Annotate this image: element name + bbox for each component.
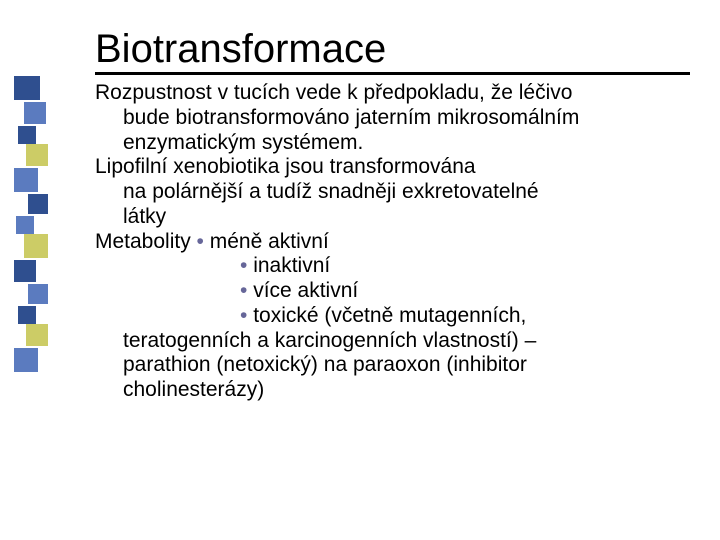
decor-square [14, 260, 36, 282]
bullet-line: • inaktivní [95, 254, 690, 279]
slide-content: Biotransformace Rozpustnost v tucích ved… [95, 28, 690, 403]
decor-square [14, 168, 38, 192]
para-line: teratogenních a karcinogenních vlastnost… [95, 329, 690, 354]
decorative-squares [14, 76, 56, 376]
para-line: enzymatickým systémem. [95, 131, 690, 156]
decor-square [24, 102, 46, 124]
decor-square [28, 284, 48, 304]
metabolity-label: Metabolity [95, 230, 197, 253]
bullet-text: toxické (včetně mutagenních, [247, 304, 526, 327]
bullet-text: inaktivní [247, 254, 330, 277]
para-line: cholinesterázy) [95, 378, 690, 403]
para-line: Metabolity • méně aktivní [95, 230, 690, 255]
para-line: Rozpustnost v tucích vede k předpokladu,… [95, 81, 690, 106]
decor-square [16, 216, 34, 234]
bullet-line: • více aktivní [95, 279, 690, 304]
bullet-line: • toxické (včetně mutagenních, [95, 304, 690, 329]
bullet-icon: • [197, 230, 204, 253]
decor-square [26, 324, 48, 346]
decor-square [24, 234, 48, 258]
bullet-text: méně aktivní [204, 230, 329, 253]
slide-title: Biotransformace [95, 28, 690, 75]
decor-square [26, 144, 48, 166]
para-line: parathion (netoxický) na paraoxon (inhib… [95, 353, 690, 378]
decor-square [18, 126, 36, 144]
para-line: na polárnější a tudíž snadněji exkretova… [95, 180, 690, 205]
bullet-text: více aktivní [247, 279, 358, 302]
para-line: látky [95, 205, 690, 230]
decor-square [28, 194, 48, 214]
decor-square [14, 348, 38, 372]
para-line: bude biotransformováno jaterním mikrosom… [95, 106, 690, 131]
decor-square [18, 306, 36, 324]
para-line: Lipofilní xenobiotika jsou transformován… [95, 155, 690, 180]
decor-square [14, 76, 40, 100]
slide-body: Rozpustnost v tucích vede k předpokladu,… [95, 81, 690, 403]
